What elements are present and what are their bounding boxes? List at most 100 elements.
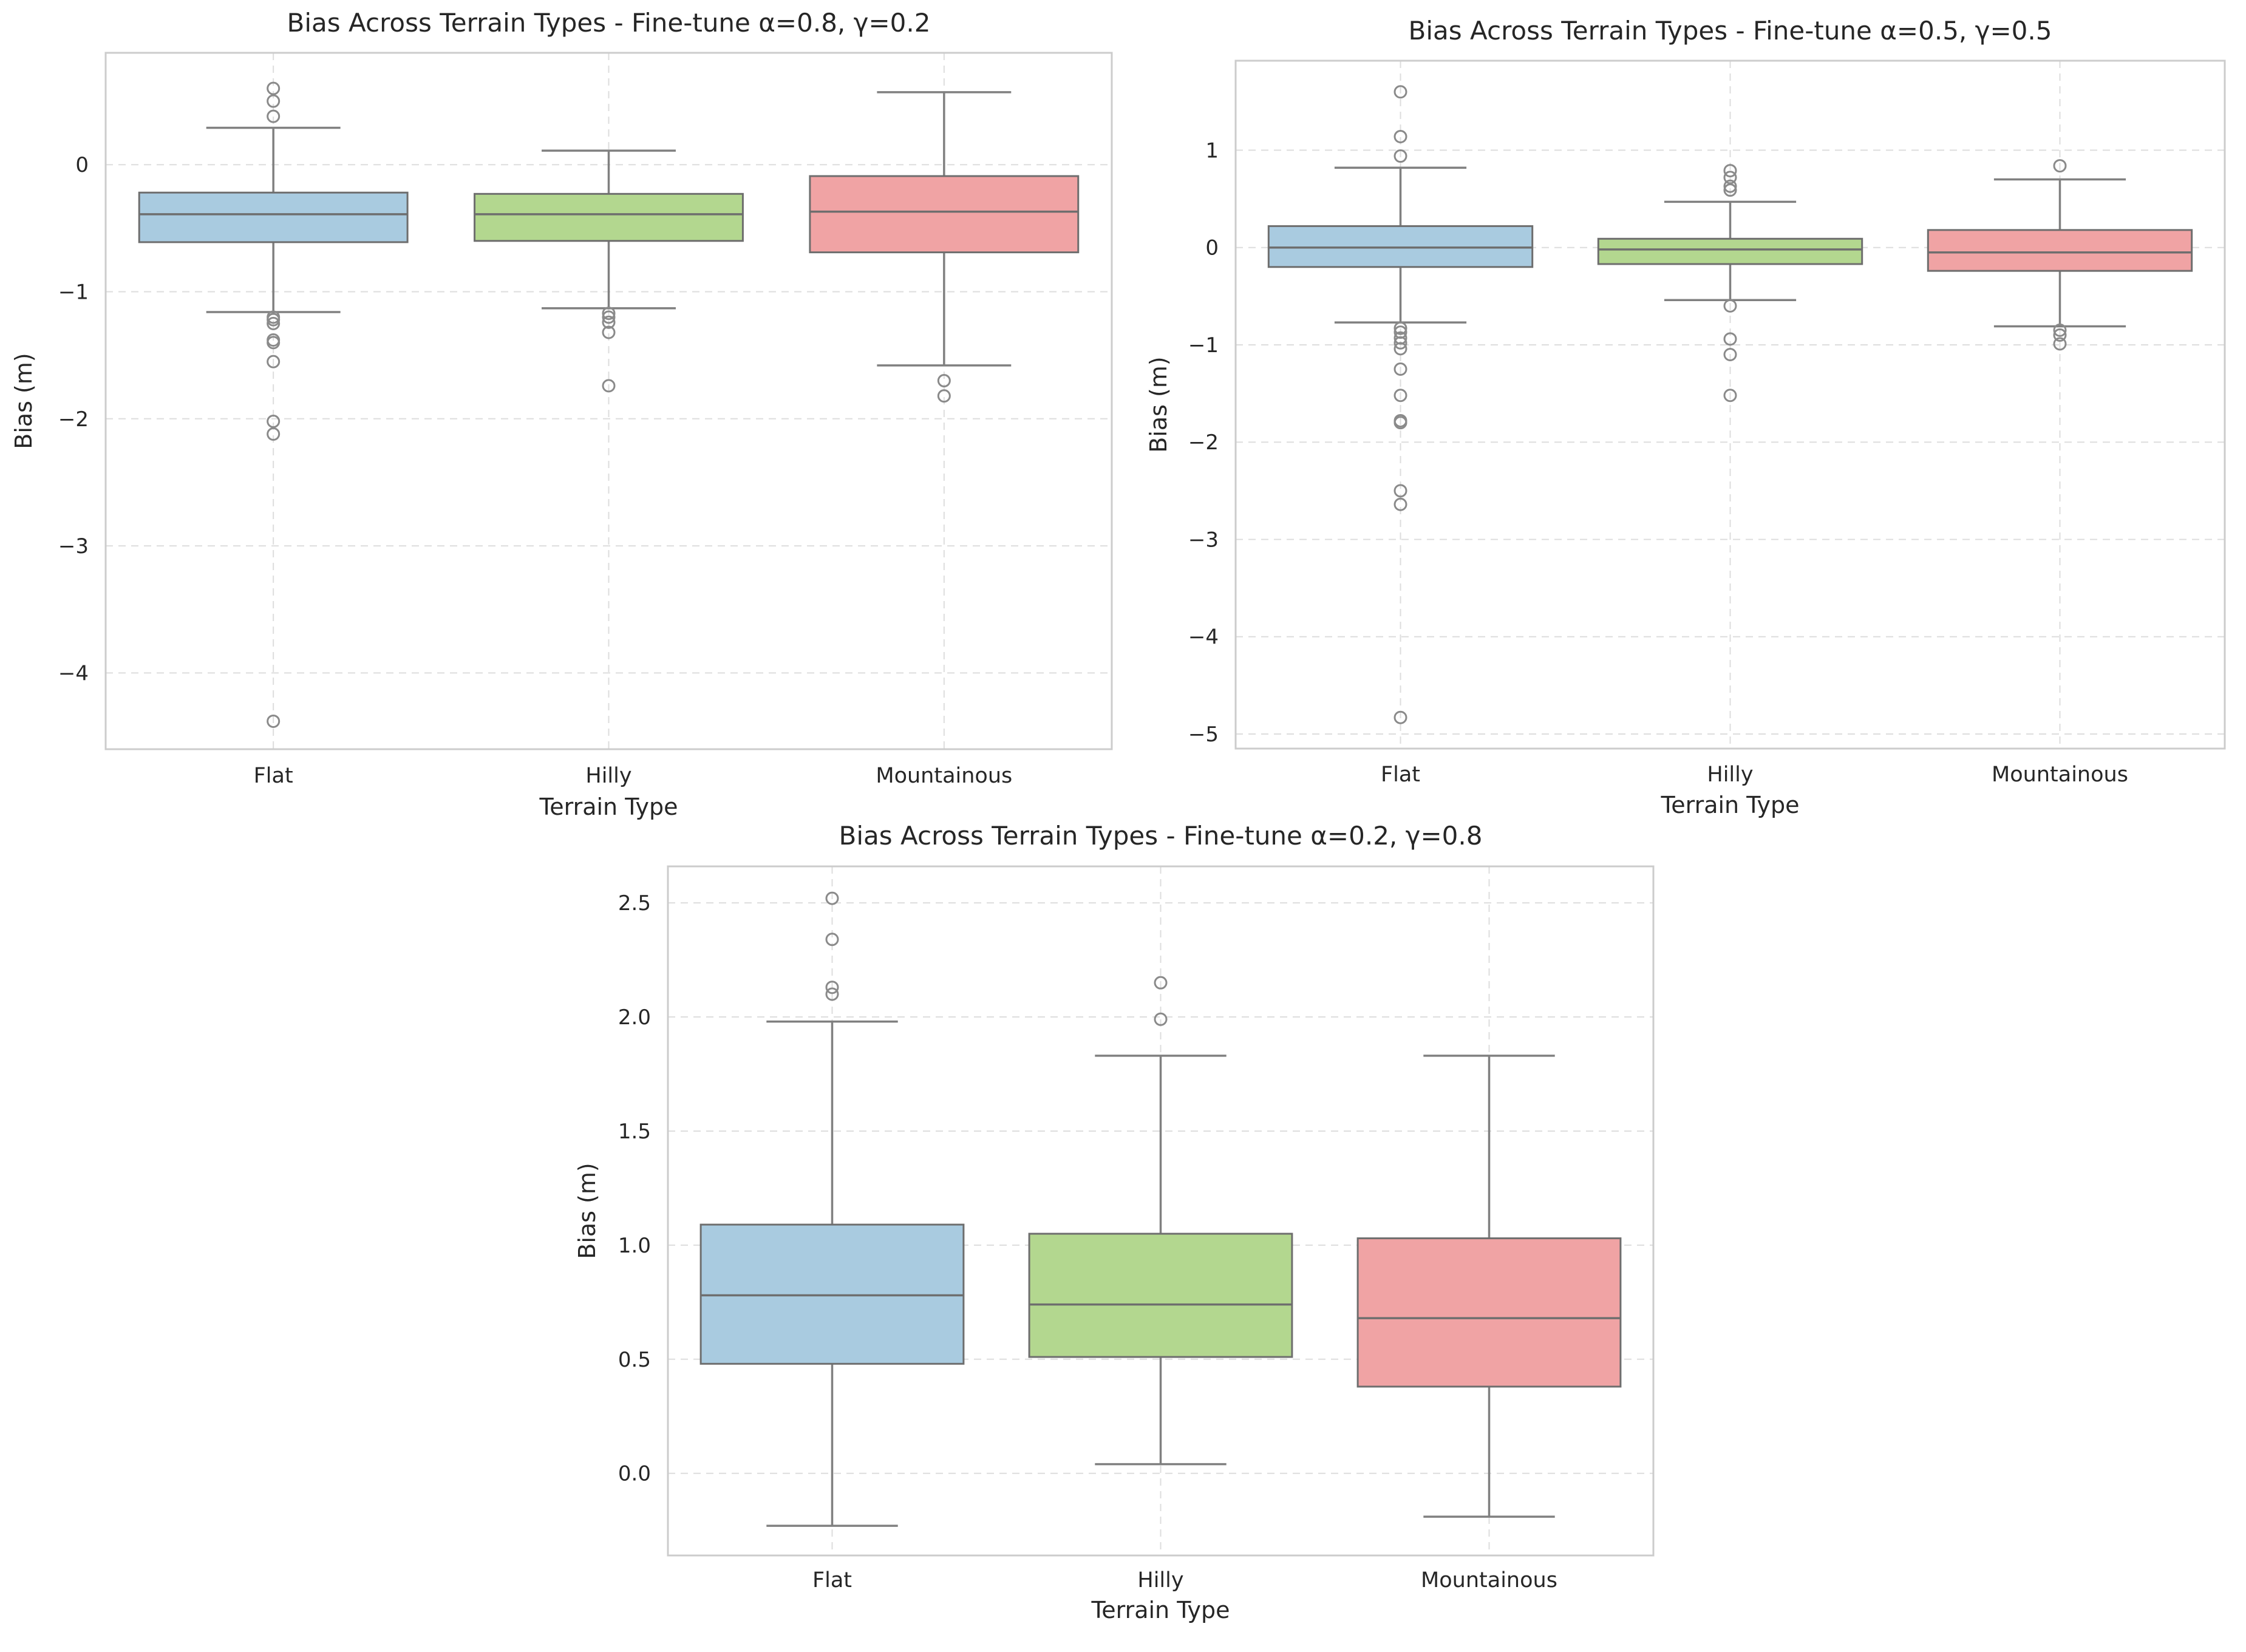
box-flat [1267, 85, 1534, 724]
outlier-point [1154, 976, 1168, 990]
outlier-point [1154, 1012, 1168, 1026]
y-tick-label: −3 [58, 534, 89, 559]
x-axis-label: Terrain Type [1661, 792, 1800, 818]
outlier-point [1394, 321, 1407, 335]
box-mountainous [1356, 1055, 1622, 1518]
y-tick-label: −5 [1188, 722, 1219, 747]
x-tick-label: Flat [812, 1568, 852, 1593]
outlier-point [1723, 332, 1737, 346]
chart-panel-flat-hilly-mountainous-a05: 1 0 −1 −2 −3 −4 −5 Flat Hilly Mountainous Bias Acr… [1123, 0, 2246, 838]
x-tick-label: Hilly [1707, 763, 1753, 787]
y-tick-label: −1 [1188, 333, 1219, 358]
x-axis-label: Terrain Type [1091, 1597, 1230, 1623]
outlier-point [267, 313, 281, 327]
outlier-point [937, 374, 951, 388]
chart-1-svg: 0 −1 −2 −3 −4 Flat Hilly Mountainous Bias Across… [10, 8, 1113, 820]
box-iqr [809, 175, 1080, 254]
x-tick-label: Mountainous [1421, 1568, 1557, 1593]
y-tick-label: −3 [1188, 528, 1219, 552]
outlier-point [1394, 389, 1407, 403]
y-axis-label: Bias (m) [574, 1163, 601, 1259]
chart-3-svg: 0.0 0.5 1.0 1.5 2.0 2.5 Flat Hilly Mountainous Bi… [574, 821, 1655, 1623]
outlier-point [825, 987, 839, 1001]
outlier-point [2053, 323, 2067, 337]
outlier-point [1394, 497, 1407, 511]
outlier-point [1394, 484, 1407, 498]
y-tick-label: 1 [1205, 138, 1219, 163]
box-flat [138, 81, 409, 728]
outlier-point [825, 981, 839, 994]
outlier-point [602, 325, 616, 339]
y-tick-label: −2 [1188, 430, 1219, 455]
box-flat [699, 891, 965, 1527]
y-tick-label: −1 [58, 280, 89, 304]
outlier-point [267, 427, 281, 441]
x-tick-label: Mountainous [1992, 763, 2128, 787]
x-tick-label: Mountainous [876, 764, 1012, 788]
box-iqr [1597, 237, 1863, 265]
outlier-point [1723, 183, 1737, 197]
outlier-point [1394, 710, 1407, 724]
box-hilly [1597, 164, 1863, 403]
outlier-point [267, 714, 281, 728]
outlier-point [267, 414, 281, 428]
x-axis-label: Terrain Type [539, 794, 678, 820]
outlier-point [1723, 389, 1737, 403]
x-tick-label: Hilly [1137, 1568, 1183, 1593]
outlier-point [825, 891, 839, 905]
outlier-point [1394, 342, 1407, 356]
outlier-point [267, 81, 281, 95]
outlier-point [267, 355, 281, 369]
outlier-point [1723, 179, 1737, 193]
outlier-point [602, 379, 616, 393]
x-tick-label: Flat [254, 764, 293, 788]
outlier-point [1394, 149, 1407, 163]
outlier-point [267, 336, 281, 350]
box-hilly [1028, 976, 1293, 1466]
outlier-point [602, 310, 616, 324]
chart-2-svg: 1 0 −1 −2 −3 −4 −5 Flat Hilly Mountainous Bias Acr… [1145, 16, 2226, 818]
plot-frame [1234, 59, 2226, 750]
outlier-point [267, 109, 281, 123]
box-iqr [474, 192, 744, 242]
outlier-point [1723, 347, 1737, 361]
outlier-point [1394, 416, 1407, 430]
chart-panel-flat-hilly-mountainous-a08: 0 −1 −2 −3 −4 Flat Hilly Mountainous Bias Across… [0, 0, 1123, 838]
outlier-point [602, 315, 616, 329]
chart-panel-flat-hilly-mountainous-a02: 0.0 0.5 1.0 1.5 2.0 2.5 Flat Hilly Mountainous Bi… [546, 817, 1700, 1650]
plot-frame [667, 865, 1655, 1557]
x-tick-label: Hilly [585, 764, 631, 788]
chart-title: Bias Across Terrain Types - Fine-tune α=… [287, 8, 931, 38]
outlier-point [267, 316, 281, 330]
y-tick-label: 0.5 [618, 1348, 651, 1372]
y-tick-label: −4 [58, 661, 89, 685]
box-iqr [1356, 1237, 1622, 1388]
outlier-point [2053, 328, 2067, 342]
outlier-point [2053, 159, 2067, 173]
outlier-point [825, 933, 839, 947]
y-axis-label: Bias (m) [1145, 356, 1172, 452]
box-iqr [699, 1223, 965, 1365]
y-tick-label: 0 [1205, 236, 1219, 260]
outlier-point [1394, 362, 1407, 376]
y-tick-label: 0.0 [618, 1462, 651, 1486]
y-tick-label: −4 [1188, 625, 1219, 650]
outlier-point [1394, 336, 1407, 350]
outlier-point [1723, 164, 1737, 178]
box-mountainous [809, 91, 1080, 403]
y-tick-label: 2.5 [618, 891, 651, 916]
outlier-point [2053, 337, 2067, 351]
outlier-point [1723, 299, 1737, 313]
chart-title: Bias Across Terrain Types - Fine-tune α=… [1409, 16, 2052, 46]
box-iqr [1927, 229, 2193, 272]
box-hilly [474, 149, 744, 393]
chart-title: Bias Across Terrain Types - Fine-tune α=… [839, 821, 1483, 851]
outlier-point [1394, 85, 1407, 99]
x-tick-label: Flat [1381, 763, 1420, 787]
y-tick-label: 2.0 [618, 1005, 651, 1030]
outlier-point [1394, 129, 1407, 143]
outlier-point [267, 94, 281, 108]
y-tick-label: 1.0 [618, 1234, 651, 1258]
box-mountainous [1927, 159, 2193, 351]
